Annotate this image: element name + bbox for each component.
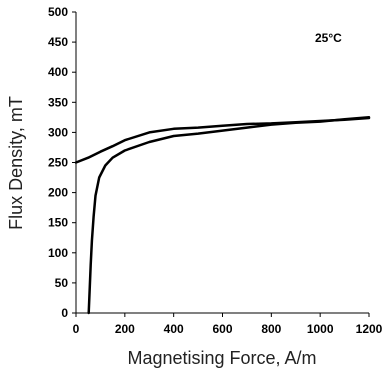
y-tick-label: 0: [61, 306, 68, 320]
x-tick-label: 800: [261, 322, 281, 336]
x-axis-label: Magnetising Force, A/m: [127, 348, 316, 368]
series-line-2: [89, 117, 369, 313]
series-lines: [76, 117, 369, 313]
y-tick-label: 450: [48, 35, 68, 49]
x-tick-label: 200: [115, 322, 135, 336]
y-tick-label: 300: [48, 125, 68, 139]
x-tick-label: 1000: [307, 322, 334, 336]
y-tick-label: 400: [48, 65, 68, 79]
series-line-1: [76, 118, 369, 163]
y-tick-label: 50: [55, 276, 69, 290]
x-tick-label: 1200: [356, 322, 383, 336]
y-tick-label: 250: [48, 156, 68, 170]
y-tick-label: 100: [48, 246, 68, 260]
x-axis-ticks: 0 200 400 600 800 1000 1200: [73, 313, 383, 336]
x-tick-label: 0: [73, 322, 80, 336]
y-tick-label: 150: [48, 216, 68, 230]
x-tick-label: 400: [164, 322, 184, 336]
y-tick-label: 500: [48, 5, 68, 19]
y-axis-label: Flux Density, mT: [6, 96, 26, 230]
y-tick-label: 350: [48, 95, 68, 109]
plot-frame: [76, 12, 369, 313]
x-tick-label: 600: [212, 322, 232, 336]
y-tick-label: 200: [48, 186, 68, 200]
y-axis-ticks: 0 50 100 150 200 250 300 350 400 450 500: [48, 5, 76, 320]
temperature-annotation: 25°C: [315, 31, 342, 45]
